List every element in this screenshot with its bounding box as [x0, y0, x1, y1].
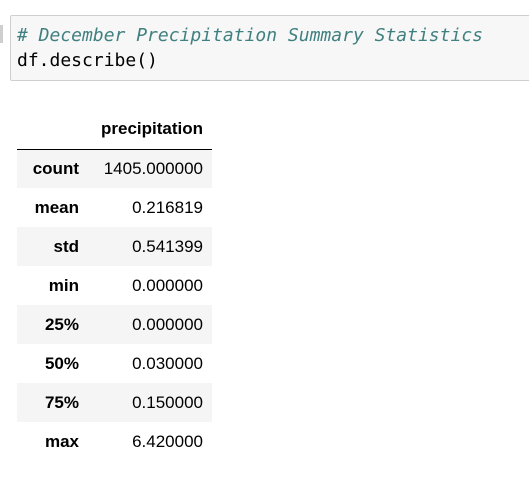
code-comment-line: # December Precipitation Summary Statist… — [17, 25, 483, 46]
code-cell-input[interactable]: # December Precipitation Summary Statist… — [10, 15, 529, 81]
row-label: max — [44, 431, 79, 451]
row-value: 0.000000 — [132, 314, 203, 334]
row-value: 0.150000 — [132, 392, 203, 412]
code-statement-line: df.describe() — [17, 50, 158, 71]
cell-selection-indicator — [0, 25, 3, 43]
row-value: 0.216819 — [132, 197, 203, 217]
cell-output-area: precipitation count 1405.000000 mean 0.2… — [17, 110, 212, 461]
table-row: count 1405.000000 — [17, 149, 212, 188]
table-row: 50% 0.030000 — [17, 344, 212, 383]
row-label: count — [32, 158, 79, 178]
row-value: 0.030000 — [132, 353, 203, 373]
row-label: 25% — [44, 314, 79, 334]
row-label: 50% — [44, 353, 79, 373]
index-header — [17, 110, 88, 150]
column-header-precipitation: precipitation — [88, 110, 212, 150]
table-row: 75% 0.150000 — [17, 383, 212, 422]
row-label: min — [48, 275, 79, 295]
table-row: max 6.420000 — [17, 422, 212, 461]
row-label: mean — [34, 197, 79, 217]
row-value: 0.000000 — [132, 275, 203, 295]
row-value: 0.541399 — [132, 236, 203, 256]
row-label: std — [53, 236, 80, 256]
table-row: min 0.000000 — [17, 266, 212, 305]
row-value: 6.420000 — [132, 431, 203, 451]
describe-dataframe-table: precipitation count 1405.000000 mean 0.2… — [17, 110, 212, 461]
table-row: 25% 0.000000 — [17, 305, 212, 344]
row-label: 75% — [44, 392, 79, 412]
row-value: 1405.000000 — [103, 158, 203, 178]
table-header-row: precipitation — [17, 110, 212, 150]
table-row: mean 0.216819 — [17, 188, 212, 227]
table-row: std 0.541399 — [17, 227, 212, 266]
